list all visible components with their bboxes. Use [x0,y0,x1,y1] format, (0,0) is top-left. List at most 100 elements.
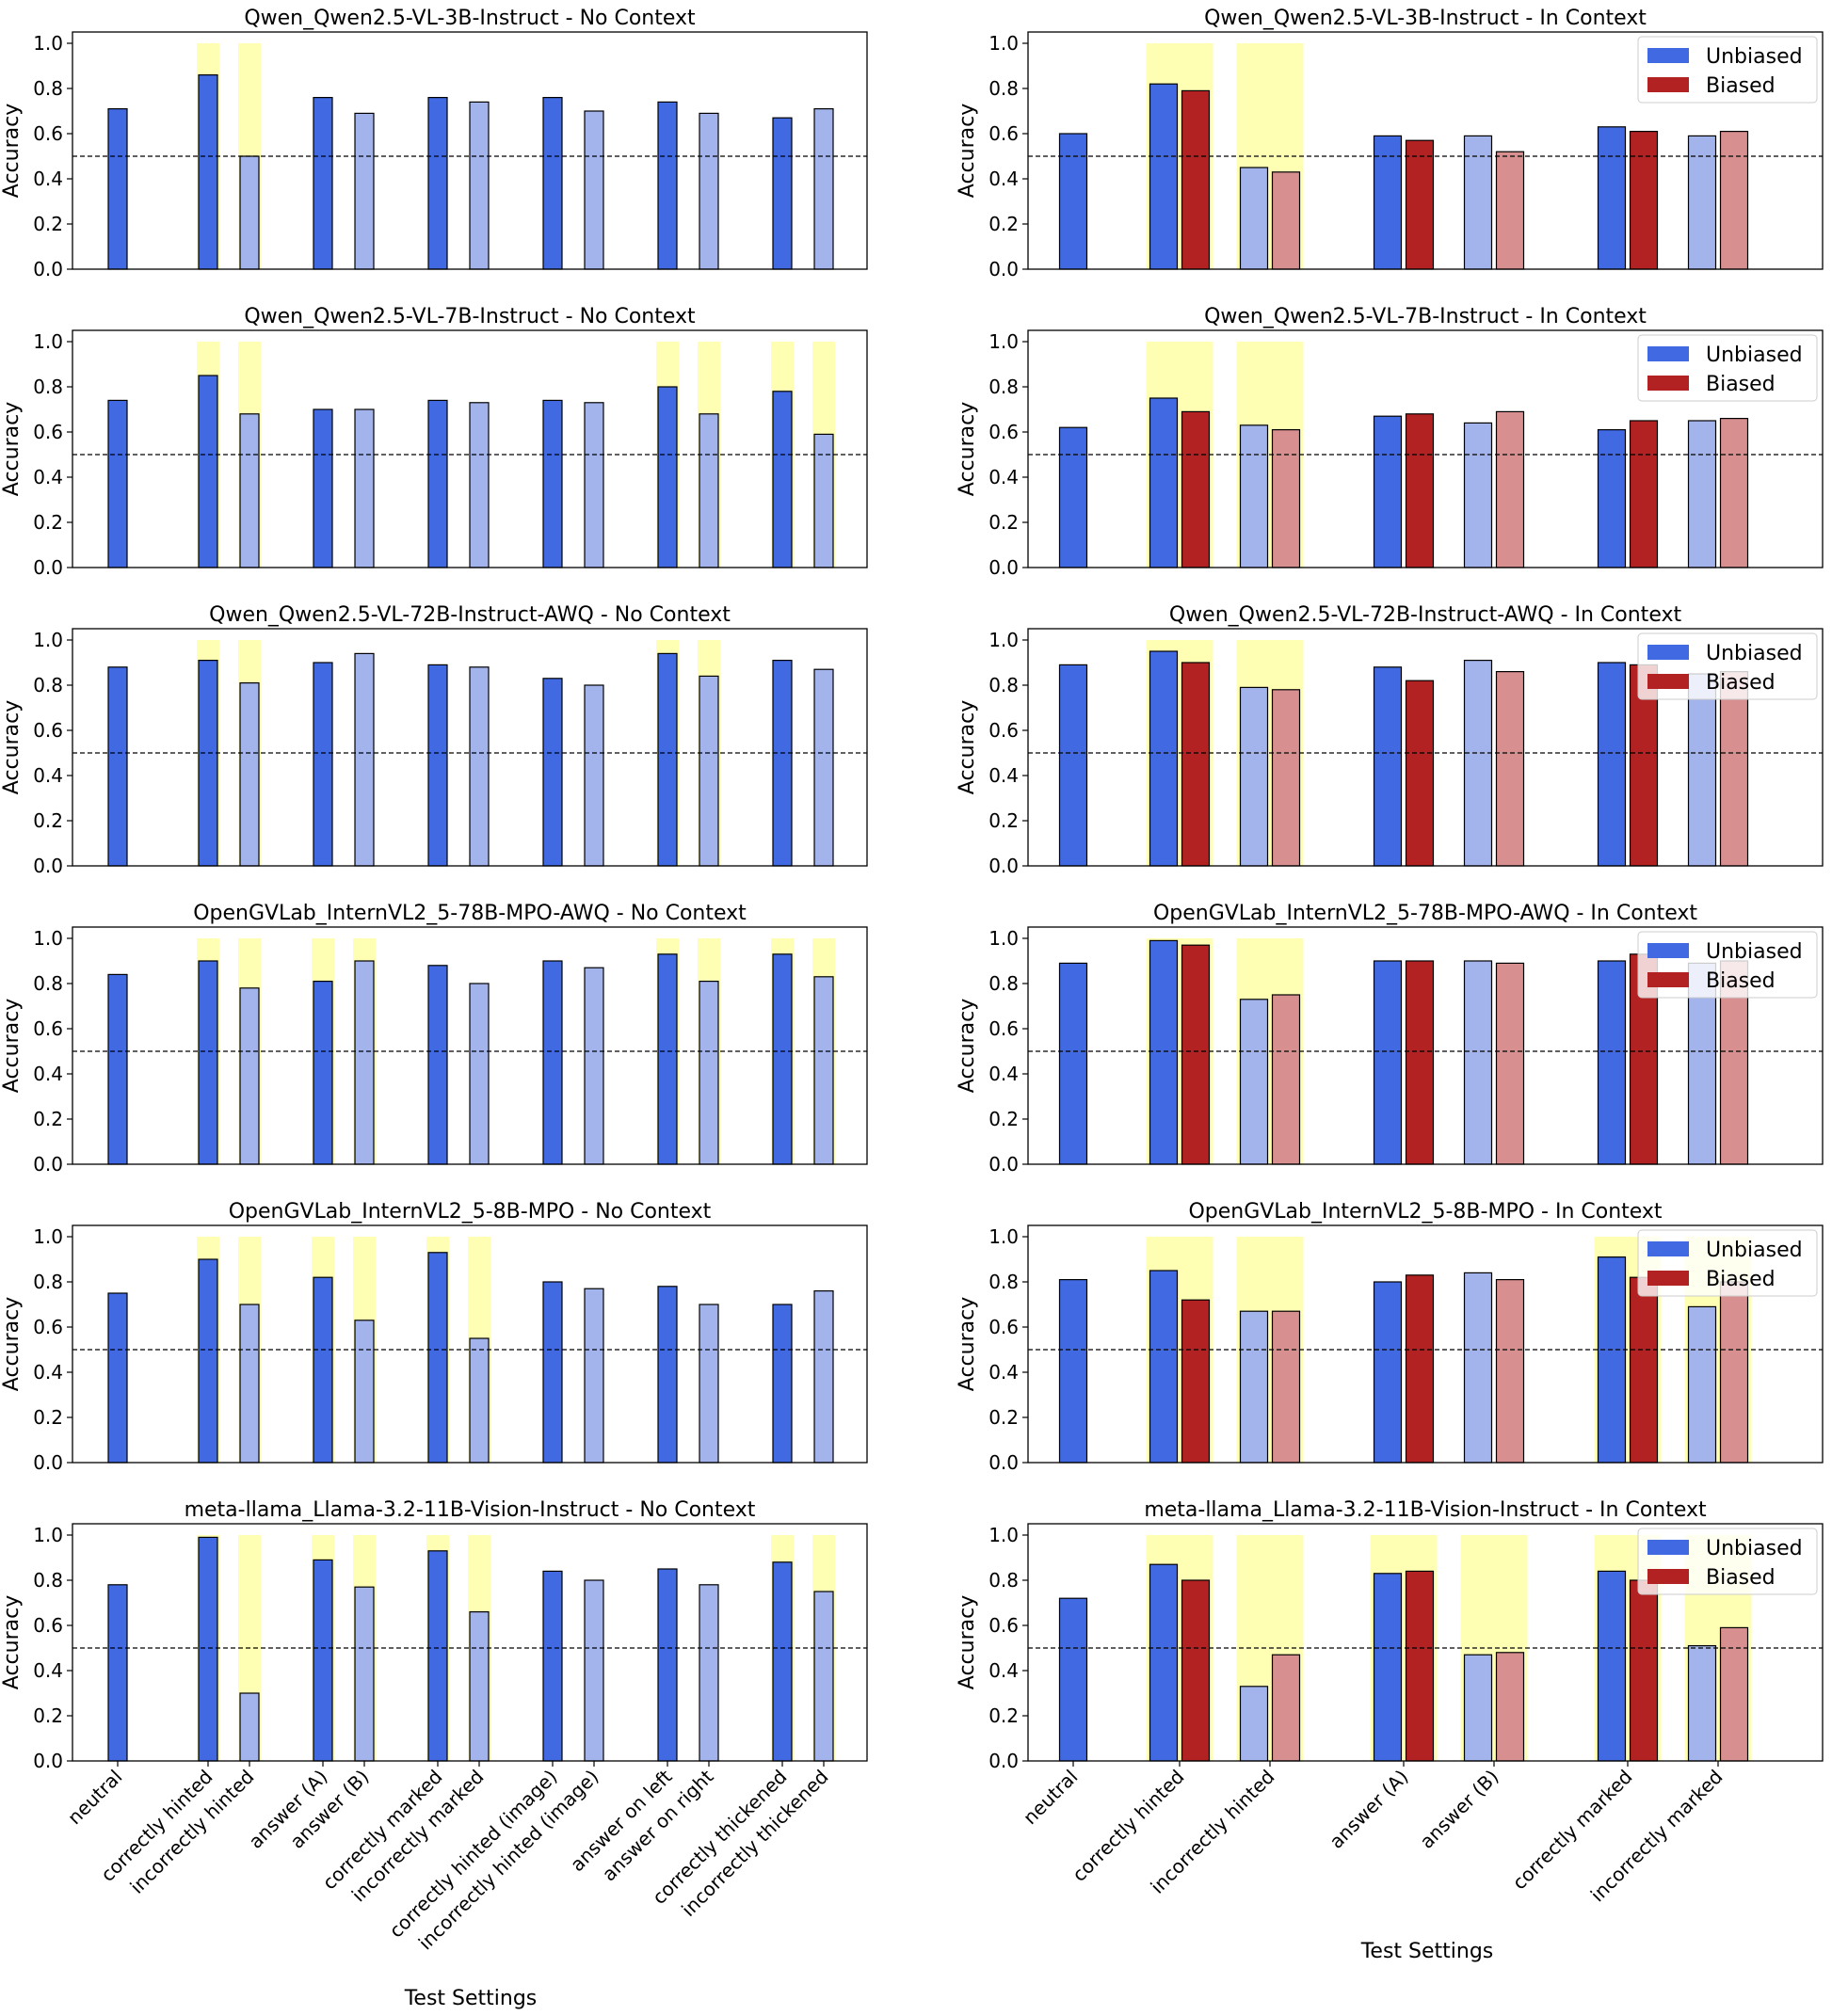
bar-unbiased-answer-b- [1463,1272,1493,1464]
bar-neutral [107,666,128,867]
bar-unbiased-answer-a- [1373,135,1403,270]
bar-answer-a- [313,1276,333,1464]
bar-correctly-hinted [198,659,218,867]
y-tick-label: 0.0 [33,1750,63,1772]
legend-label-biased: Biased [1706,373,1776,396]
bar-incorrectly-thickened [813,1289,834,1464]
bar-biased-correctly-hinted [1181,944,1211,1165]
bar-unbiased-incorrectly-hinted [1239,1686,1269,1762]
bar-correctly-marked [427,399,448,568]
legend-label-unbiased: Unbiased [1706,344,1803,367]
bar-unbiased-neutral [1058,133,1088,270]
y-tick-label: 0.2 [33,511,63,534]
bar-unbiased-incorrectly-hinted [1239,686,1269,867]
bar-unbiased-incorrectly-marked [1687,1644,1717,1762]
bar-incorrectly-hinted-image- [584,684,604,867]
bar-incorrectly-hinted [239,1692,260,1762]
bar-unbiased-answer-a- [1373,666,1403,867]
plot-frame [72,1224,868,1464]
y-tick-label: 0.8 [988,1569,1019,1592]
bar-unbiased-neutral [1058,1278,1088,1464]
bar-unbiased-correctly-marked [1597,429,1627,568]
y-tick-label: 0.4 [988,764,1019,787]
bar-biased-incorrectly-hinted [1271,171,1301,270]
y-tick-label: 0.6 [33,1017,63,1040]
chart-title: OpenGVLab_InternVL2_5-8B-MPO - In Contex… [1188,1200,1662,1224]
legend-label-biased: Biased [1706,1566,1776,1590]
y-axis-label: Accuracy [956,700,979,794]
y-tick-label: 0.6 [988,421,1019,443]
y-axis-label: Accuracy [0,999,24,1093]
bar-answer-on-right [699,980,719,1165]
legend-swatch-biased [1647,674,1689,689]
bar-biased-answer-b- [1495,1278,1525,1464]
bar-incorrectly-thickened [813,1591,834,1762]
y-tick-label: 1.0 [33,32,63,55]
left-xlabel: Test Settings [404,1987,538,2010]
y-axis-label: Accuracy [956,1595,979,1689]
y-tick-label: 0.0 [33,855,63,877]
bar-correctly-hinted [198,1258,218,1464]
bar-correctly-hinted [198,1536,218,1762]
y-tick-label: 0.0 [988,1153,1019,1176]
y-tick-label: 0.6 [33,1614,63,1637]
bar-correctly-hinted [198,375,218,568]
bar-unbiased-correctly-hinted [1149,650,1179,867]
y-tick-label: 0.8 [988,77,1019,100]
bar-unbiased-correctly-hinted [1149,83,1179,270]
chart-title: Qwen_Qwen2.5-VL-3B-Instruct - No Context [244,7,696,30]
bar-biased-answer-a- [1405,1570,1435,1762]
plot-frame [1027,628,1824,867]
bar-correctly-hinted-image- [542,399,563,568]
plot-frame [1027,926,1824,1165]
bar-answer-a- [313,408,333,568]
y-tick-label: 0.6 [988,122,1019,145]
bar-unbiased-correctly-marked [1597,126,1627,270]
legend-label-biased: Biased [1706,671,1776,695]
bar-unbiased-correctly-hinted [1149,1270,1179,1464]
bar-answer-on-right [699,1304,719,1464]
bar-incorrectly-thickened [813,107,834,270]
y-tick-label: 0.6 [33,122,63,145]
legend-swatch-unbiased [1647,1540,1689,1555]
bar-unbiased-correctly-marked [1597,662,1627,867]
bar-unbiased-incorrectly-hinted [1239,424,1269,568]
legend-swatch-biased [1647,376,1689,391]
chart-title: OpenGVLab_InternVL2_5-78B-MPO-AWQ - In C… [1153,902,1697,925]
y-tick-label: 0.6 [988,1316,1019,1338]
y-axis-label: Accuracy [956,1297,979,1391]
bar-biased-correctly-hinted [1181,1579,1211,1762]
y-tick-label: 0.2 [33,1108,63,1130]
y-axis-label: Accuracy [0,1595,24,1689]
bar-answer-b- [354,408,375,568]
y-tick-label: 0.0 [988,1451,1019,1474]
bar-correctly-hinted-image- [542,960,563,1165]
bar-correctly-thickened [772,391,793,568]
y-tick-label: 0.4 [33,168,63,190]
y-tick-label: 0.4 [988,1659,1019,1682]
bar-answer-b- [354,960,375,1165]
bar-correctly-marked [427,1550,448,1762]
bar-answer-a- [313,980,333,1165]
chart-title: meta-llama_Llama-3.2-11B-Vision-Instruct… [185,1498,756,1522]
legend-swatch-unbiased [1647,1241,1689,1256]
plot-frame [72,926,868,1165]
bar-unbiased-answer-a- [1373,960,1403,1165]
y-tick-label: 0.0 [988,1750,1019,1772]
bar-biased-incorrectly-marked [1719,1626,1749,1762]
bar-unbiased-answer-b- [1463,960,1493,1165]
bar-correctly-thickened [772,659,793,867]
y-tick-label: 0.8 [988,972,1019,995]
y-tick-label: 1.0 [988,1225,1019,1248]
bar-answer-b- [354,652,375,867]
bar-unbiased-incorrectly-hinted [1239,167,1269,270]
legend-swatch-unbiased [1647,48,1689,63]
legend-label-unbiased: Unbiased [1706,940,1803,964]
bar-unbiased-incorrectly-marked [1687,1305,1717,1464]
bar-incorrectly-hinted [239,1304,260,1464]
bar-unbiased-incorrectly-hinted [1239,1310,1269,1464]
bar-unbiased-correctly-hinted [1149,1563,1179,1762]
bar-unbiased-incorrectly-hinted [1239,999,1269,1165]
bar-answer-a- [313,662,333,867]
y-axis-label: Accuracy [956,104,979,198]
